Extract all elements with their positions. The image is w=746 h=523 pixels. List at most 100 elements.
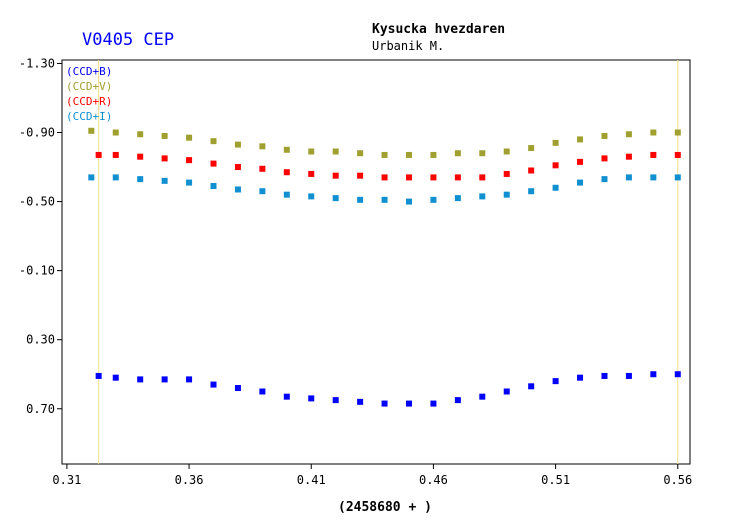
data-point-3-16 [479,193,486,200]
data-point-0-15 [454,397,461,404]
data-point-0-3 [161,376,168,383]
observer-name: Urbanik M. [372,39,445,53]
data-point-2-13 [405,174,412,181]
data-point-1-1 [112,129,119,136]
data-point-2-21 [601,155,608,162]
data-point-3-19 [552,184,559,191]
legend-entry-r: (CCD+R) [66,95,113,108]
data-point-0-1 [112,374,119,381]
observatory-name: Kysucka hvezdaren [372,22,506,37]
data-point-1-10 [332,148,339,155]
data-point-0-0 [95,372,102,379]
data-point-0-18 [528,383,535,390]
data-point-3-4 [186,179,193,186]
data-point-0-17 [503,388,510,395]
data-point-1-11 [357,150,364,157]
data-point-3-22 [625,174,632,181]
data-point-3-14 [430,196,437,203]
data-point-1-16 [479,150,486,157]
data-point-3-17 [503,191,510,198]
data-point-1-4 [186,134,193,141]
data-point-2-17 [503,170,510,177]
data-point-0-24 [674,371,681,378]
legend-entry-b: (CCD+B) [66,65,113,78]
legend-entry-v: (CCD+V) [66,80,113,93]
data-point-0-12 [381,400,388,407]
data-point-1-17 [503,148,510,155]
y-tick-label: -1.30 [19,56,55,70]
data-point-2-14 [430,174,437,181]
data-point-0-13 [405,400,412,407]
data-point-1-2 [137,131,144,138]
data-point-3-23 [650,174,657,181]
data-point-3-20 [577,179,584,186]
data-point-3-0 [88,174,95,181]
data-point-2-3 [161,155,168,162]
data-point-0-22 [625,372,632,379]
data-point-0-14 [430,400,437,407]
data-point-1-22 [625,131,632,138]
data-point-3-9 [308,193,315,200]
data-point-1-19 [552,139,559,146]
data-point-1-24 [674,129,681,136]
x-axis-label: (2458680 + ) [338,500,432,515]
x-tick-label: 0.56 [663,473,692,487]
data-point-2-9 [308,170,315,177]
data-point-3-12 [381,196,388,203]
data-point-1-20 [577,136,584,143]
data-point-1-3 [161,132,168,139]
data-point-3-13 [405,198,412,205]
data-point-2-1 [112,151,119,158]
data-point-2-0 [95,151,102,158]
data-point-2-11 [357,172,364,179]
data-point-2-7 [259,165,266,172]
data-point-2-6 [234,164,241,171]
data-point-3-3 [161,177,168,184]
data-point-3-15 [454,195,461,202]
data-point-2-16 [479,174,486,181]
legend-entry-i: (CCD+I) [66,110,113,123]
legend: (CCD+B) (CCD+V) (CCD+R) (CCD+I) [66,64,112,124]
data-point-3-24 [674,174,681,181]
data-point-1-18 [528,145,535,152]
data-point-1-0 [88,127,95,134]
data-point-0-9 [308,395,315,402]
plot-frame [61,59,691,465]
data-point-2-12 [381,174,388,181]
data-point-0-8 [283,393,290,400]
x-tick-label: 0.36 [175,473,204,487]
x-tick-label: 0.31 [52,473,81,487]
data-point-0-23 [650,371,657,378]
x-tick-label: 0.46 [419,473,448,487]
data-point-0-16 [479,393,486,400]
data-point-2-8 [283,169,290,176]
data-point-3-5 [210,183,217,190]
data-point-0-21 [601,372,608,379]
data-point-0-5 [210,381,217,388]
data-point-1-7 [259,143,266,150]
data-point-2-18 [528,167,535,174]
data-point-1-21 [601,132,608,139]
data-point-0-7 [259,388,266,395]
data-point-0-4 [186,376,193,383]
data-point-3-2 [137,176,144,183]
y-tick-label: -0.90 [19,126,55,140]
data-point-2-23 [650,151,657,158]
data-point-3-18 [528,188,535,195]
data-point-0-10 [332,397,339,404]
data-point-1-5 [210,138,217,145]
data-point-2-19 [552,162,559,169]
data-point-1-23 [650,129,657,136]
y-tick-label: -0.50 [19,195,55,209]
x-tick-label: 0.51 [541,473,570,487]
data-point-0-11 [357,398,364,405]
data-point-3-21 [601,176,608,183]
data-point-2-2 [137,153,144,160]
data-point-1-12 [381,151,388,158]
data-point-0-20 [577,374,584,381]
data-point-0-6 [234,385,241,392]
data-point-3-1 [112,174,119,181]
data-point-3-6 [234,186,241,193]
y-tick-label: 0.70 [26,402,55,416]
